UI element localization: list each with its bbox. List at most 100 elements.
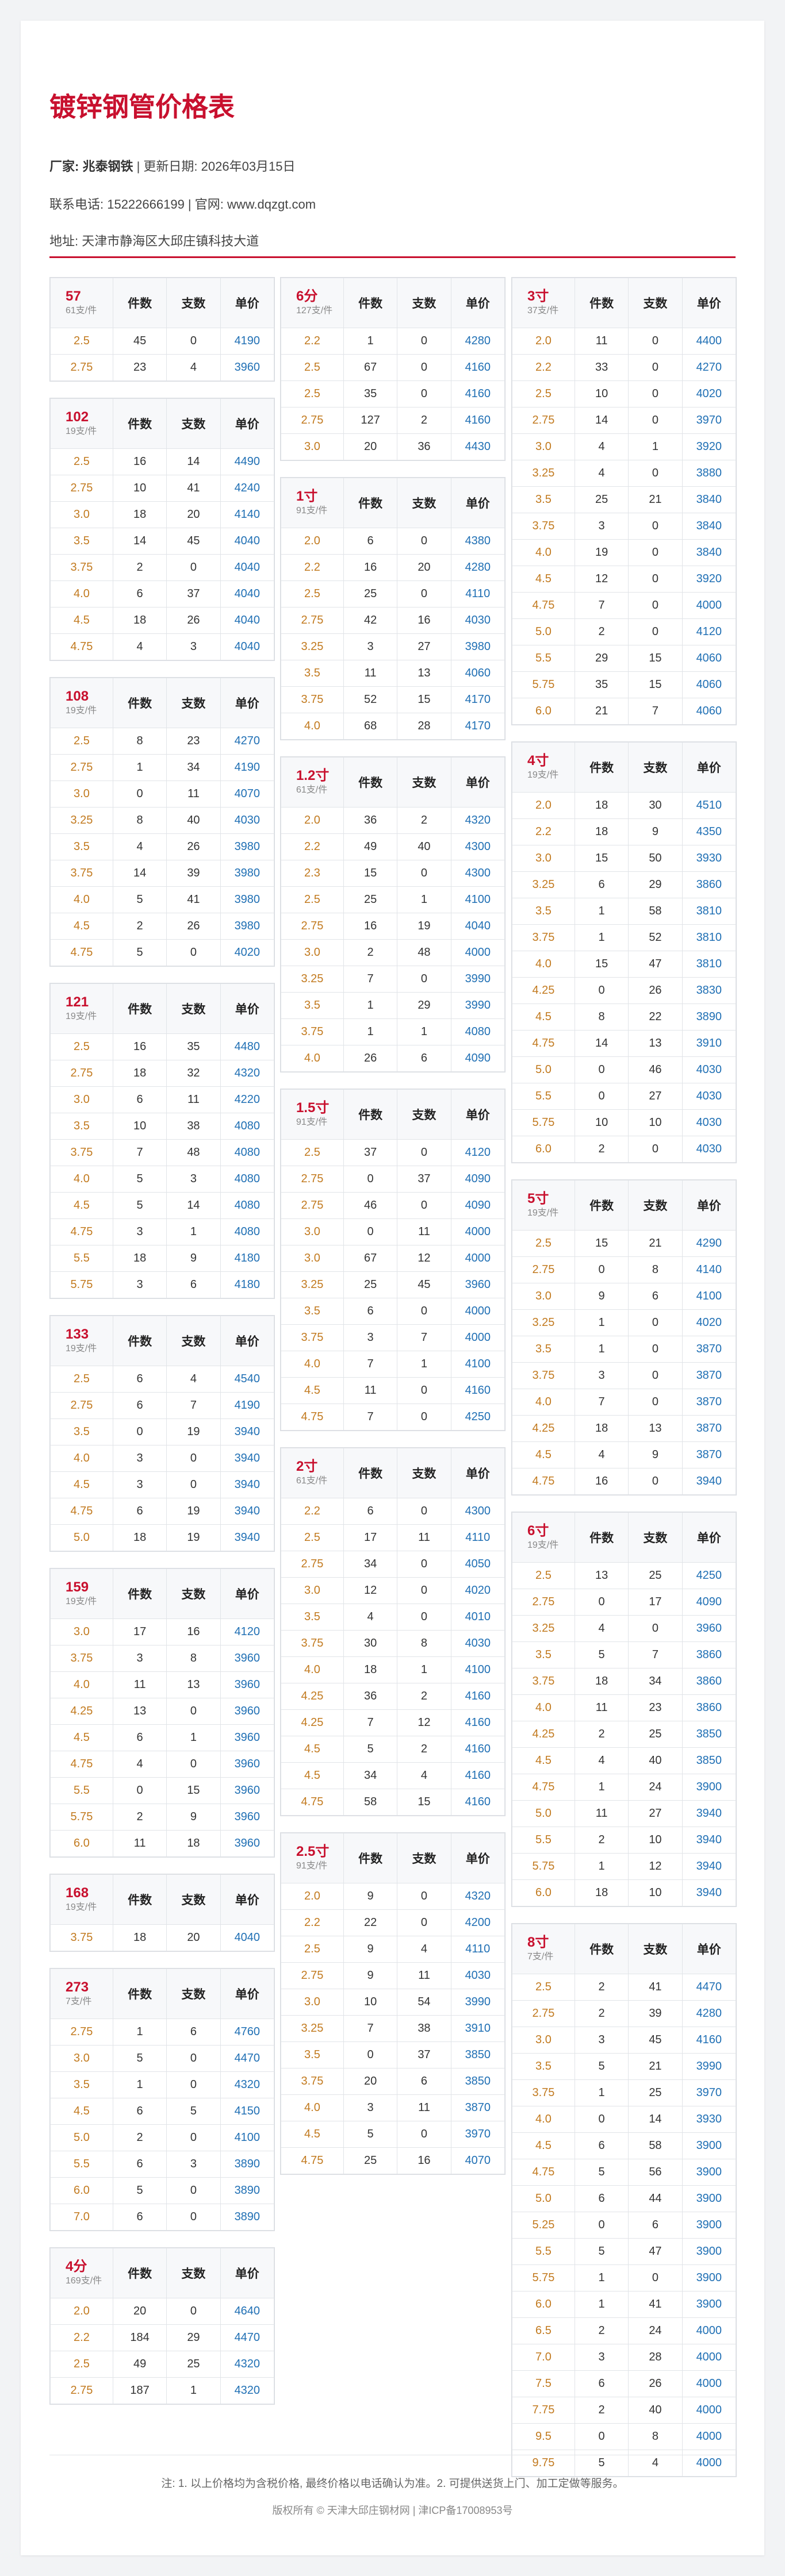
pieces-header: 支数 (397, 278, 451, 328)
table-row: 3.75 3 8 3960 (50, 1645, 275, 1672)
table-row: 4.0 7 1 4100 (281, 1351, 506, 1378)
count-cell: 18 (112, 1924, 167, 1951)
price-cell: 4010 (450, 1604, 506, 1631)
pieces-per-bundle: 61支/件 (296, 785, 328, 795)
thickness-cell: 4.5 (512, 1747, 575, 1774)
count-header: 件数 (343, 278, 398, 328)
table-row: 2.75 34 0 4050 (281, 1551, 506, 1578)
pieces-cell: 0 (166, 1751, 221, 1778)
thickness-cell: 3.0 (281, 1218, 344, 1245)
pieces-per-bundle: 19支/件 (66, 1012, 97, 1021)
price-header: 单价 (220, 1568, 275, 1619)
price-cell: 4180 (220, 1245, 275, 1272)
pieces-cell: 3 (166, 1166, 221, 1193)
pieces-cell: 6 (397, 2068, 451, 2095)
table-row: 7.0 3 28 4000 (512, 2344, 737, 2371)
table-row: 2.75 0 8 4140 (512, 1256, 737, 1283)
pieces-cell: 9 (628, 818, 683, 845)
table-row: 6.0 1 41 3900 (512, 2291, 737, 2318)
size-cell: 6寸 19支/件 (512, 1512, 575, 1563)
size-cell: 3寸 37支/件 (512, 278, 575, 328)
table-row: 4.0 3 0 3940 (50, 1445, 275, 1472)
thickness-cell: 4.75 (512, 1030, 575, 1057)
price-cell: 3810 (681, 951, 737, 978)
footer-note: 注: 1. 以上价格均为含税价格, 最终价格以电话确认为准。2. 可提供送货上门… (161, 2478, 624, 2490)
table-row: 3.5 5 7 3860 (512, 1641, 737, 1668)
pieces-cell: 0 (628, 1389, 683, 1416)
table-row: 4.25 0 26 3830 (512, 977, 737, 1004)
count-cell: 16 (343, 913, 398, 940)
thickness-cell: 9.5 (512, 2423, 575, 2450)
pieces-cell: 8 (397, 1630, 451, 1657)
thickness-cell: 6.5 (512, 2317, 575, 2344)
count-header: 件数 (343, 757, 398, 808)
pieces-cell: 15 (397, 1789, 451, 1816)
table-row: 2.2 22 0 4200 (281, 1909, 506, 1936)
count-cell: 33 (574, 354, 629, 381)
thickness-cell: 2.75 (50, 754, 113, 781)
thickness-cell: 5.75 (50, 1804, 113, 1831)
table-row: 2.5 10 0 4020 (512, 380, 737, 407)
table-row: 4.5 34 4 4160 (281, 1762, 506, 1789)
table-row: 4.25 18 13 3870 (512, 1415, 737, 1442)
pieces-cell: 6 (397, 1045, 451, 1072)
count-cell: 10 (343, 1989, 398, 2016)
pieces-cell: 0 (397, 528, 451, 555)
table-row: 5.75 1 12 3940 (512, 1853, 737, 1880)
count-cell: 10 (574, 380, 629, 407)
size-label: 2寸 (296, 1459, 318, 1474)
table-row: 4.0 5 41 3980 (50, 886, 275, 913)
table-row: 2.5 25 1 4100 (281, 886, 506, 913)
table-row: 4.5 3 0 3940 (50, 1471, 275, 1498)
thickness-cell: 3.75 (281, 2068, 344, 2095)
table-row: 4.5 2 26 3980 (50, 913, 275, 940)
pieces-cell: 45 (166, 528, 221, 555)
pieces-cell: 58 (628, 898, 683, 925)
price-cell: 4160 (450, 407, 506, 434)
pieces-header: 支数 (166, 2248, 221, 2298)
table-row: 2.2 184 29 4470 (50, 2324, 275, 2351)
thickness-cell: 3.0 (281, 1989, 344, 2016)
pieces-cell: 34 (166, 754, 221, 781)
table-header-row: 4分 169支/件 件数 支数 单价 (50, 2248, 275, 2298)
price-header: 单价 (681, 1924, 737, 1974)
table-row: 5.5 29 15 4060 (512, 645, 737, 672)
pieces-header: 支数 (628, 1180, 683, 1231)
table-row: 3.75 3 7 4000 (281, 1324, 506, 1351)
pieces-cell: 10 (628, 1827, 683, 1854)
table-row: 4.5 11 0 4160 (281, 1377, 506, 1404)
price-header: 单价 (220, 1316, 275, 1366)
table-row: 3.5 0 19 3940 (50, 1418, 275, 1445)
pieces-header: 支数 (397, 1833, 451, 1883)
thickness-cell: 3.5 (512, 2053, 575, 2080)
thickness-cell: 2.2 (512, 354, 575, 381)
pieces-per-bundle: 91支/件 (296, 1861, 328, 1871)
table-row: 3.0 9 6 4100 (512, 1283, 737, 1310)
count-cell: 21 (574, 698, 629, 725)
thickness-cell: 5.5 (512, 1083, 575, 1110)
price-cell: 3940 (681, 1827, 737, 1854)
pieces-header: 支数 (628, 1924, 683, 1974)
pieces-cell: 17 (628, 1589, 683, 1616)
table-row: 3.25 7 0 3990 (281, 966, 506, 993)
table-row: 2.5 67 0 4160 (281, 354, 506, 381)
table-row: 3.0 0 11 4000 (281, 1218, 506, 1245)
pieces-per-bundle: 91支/件 (296, 1117, 328, 1127)
size-label: 102 (66, 409, 89, 425)
count-cell: 58 (343, 1789, 398, 1816)
count-cell: 6 (343, 528, 398, 555)
price-cell: 4320 (220, 2071, 275, 2098)
size-cell: 1寸 91支/件 (281, 478, 344, 528)
pieces-cell: 0 (628, 513, 683, 540)
thickness-cell: 2.5 (50, 1366, 113, 1393)
size-label: 5寸 (527, 1191, 549, 1206)
price-cell: 3940 (681, 1468, 737, 1495)
count-cell: 5 (574, 2238, 629, 2265)
count-cell: 5 (112, 2177, 167, 2204)
count-cell: 10 (112, 475, 167, 502)
thickness-cell: 3.5 (50, 1113, 113, 1140)
pieces-cell: 1 (628, 433, 683, 460)
pieces-cell: 1 (397, 1351, 451, 1378)
thickness-cell: 3.0 (281, 1245, 344, 1272)
pieces-cell: 28 (628, 2344, 683, 2371)
